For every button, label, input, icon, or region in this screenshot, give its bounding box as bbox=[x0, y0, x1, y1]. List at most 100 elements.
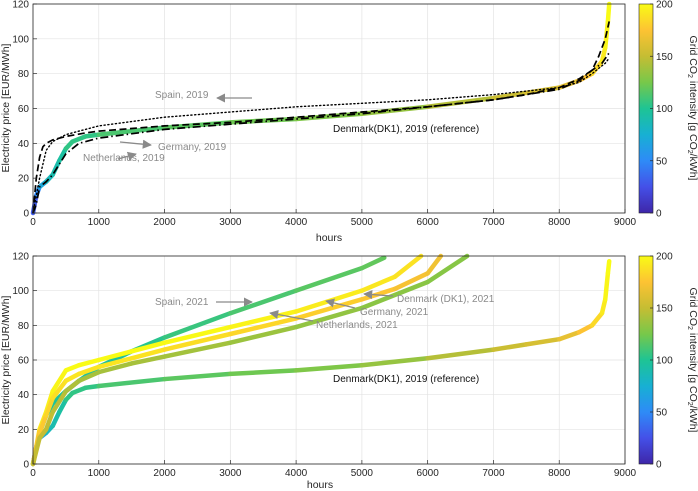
bottom-series-segment bbox=[50, 388, 69, 415]
top-series-germany-2019 bbox=[32, 21, 611, 214]
bottom-series-segment bbox=[96, 376, 167, 389]
bottom-annotation-netherlands: Netherlands, 2021 bbox=[316, 320, 398, 331]
bottom-y-tick-label: 0 bbox=[23, 460, 29, 471]
bottom-x-axis-label: hours bbox=[307, 479, 333, 491]
top-colorbar-tick-label: 150 bbox=[656, 52, 673, 63]
bottom-series-segment bbox=[63, 378, 82, 394]
top-colorbar-tick-label: 100 bbox=[656, 104, 673, 115]
bottom-y-ticks: 0 20 40 60 80 100 120 bbox=[12, 252, 37, 471]
top-y-tick-label: 100 bbox=[12, 34, 29, 45]
bottom-x-ticks: 0 1000 2000 3000 4000 5000 6000 7000 8000 9000 bbox=[30, 460, 637, 479]
top-annotation-netherlands: Netherlands, 2019 bbox=[83, 153, 165, 164]
top-series-line bbox=[32, 21, 611, 214]
top-series-segment bbox=[70, 134, 88, 144]
bottom-series-segment bbox=[392, 271, 430, 292]
top-x-tick-label: 9000 bbox=[614, 217, 637, 228]
bottom-x-tick-label: 0 bbox=[30, 468, 36, 479]
top-y-tick-label: 60 bbox=[18, 104, 30, 115]
bottom-annotation-spain: Spain, 2021 bbox=[155, 297, 209, 308]
bottom-x-tick-label: 9000 bbox=[614, 468, 637, 479]
bottom-annotation-denmark-2021-arrow bbox=[363, 290, 394, 300]
bottom-series-segment bbox=[37, 413, 49, 436]
bottom-series-segment bbox=[129, 354, 167, 366]
bottom-x-tick-label: 8000 bbox=[548, 468, 571, 479]
panel-bottom: 0 1000 2000 3000 4000 5000 6000 7000 8000 9000 02… bbox=[0, 252, 698, 491]
bottom-series-segment bbox=[96, 361, 134, 375]
bottom-series-segment bbox=[96, 356, 134, 370]
bottom-series-segment bbox=[556, 330, 582, 342]
top-series bbox=[30, 1, 612, 216]
top-colorbar-tick-label: 200 bbox=[656, 0, 673, 11]
top-annotation-germany: Germany, 2019 bbox=[158, 142, 227, 153]
top-x-ticks: 0 1000 2000 3000 4000 5000 6000 7000 8000 9000 bbox=[30, 209, 637, 228]
bottom-colorbar-tick-label: 100 bbox=[656, 356, 673, 367]
bottom-series-segment bbox=[30, 435, 42, 467]
bottom-series-segment bbox=[50, 409, 62, 429]
bottom-annotation-germany: Germany, 2021 bbox=[360, 307, 429, 318]
top-series-segment bbox=[491, 90, 529, 101]
top-annotation-spain: Spain, 2019 bbox=[155, 90, 209, 101]
bottom-series-segment bbox=[228, 368, 299, 377]
bottom-series-segment bbox=[162, 340, 233, 359]
bottom-series-segment bbox=[63, 362, 82, 373]
bottom-series-segment bbox=[50, 368, 69, 394]
bottom-series-segment bbox=[491, 342, 529, 352]
bottom-series-segment bbox=[43, 395, 55, 418]
bottom-series-segment bbox=[76, 357, 102, 368]
bottom-series-segment bbox=[425, 253, 444, 276]
bottom-annotation-denmark-reference: Denmark(DK1), 2019 (reference) bbox=[333, 374, 479, 385]
bottom-series-segment bbox=[293, 297, 365, 321]
bottom-series-segment bbox=[425, 253, 470, 285]
bottom-series-segment bbox=[76, 369, 102, 384]
top-x-tick-label: 1000 bbox=[88, 217, 111, 228]
bottom-series-segment bbox=[228, 316, 299, 337]
bottom-series-segment bbox=[228, 309, 299, 330]
bottom-colorbar-tick-label: 200 bbox=[656, 252, 673, 263]
bottom-series-segment bbox=[162, 324, 233, 345]
top-x-tick-label: 5000 bbox=[351, 217, 374, 228]
bottom-series-segment bbox=[524, 336, 562, 347]
bottom-series-segment bbox=[129, 340, 167, 354]
bottom-x-tick-label: 4000 bbox=[285, 468, 308, 479]
top-x-tick-label: 0 bbox=[30, 217, 36, 228]
top-y-tick-label: 40 bbox=[18, 139, 30, 150]
top-x-tick-label: 6000 bbox=[417, 217, 440, 228]
bottom-series-segment bbox=[162, 371, 233, 382]
top-y-ticks: 0 20 40 60 80 100 120 bbox=[12, 0, 37, 220]
top-series-segment bbox=[57, 146, 69, 163]
bottom-colorbar-tick-label: 150 bbox=[656, 304, 673, 315]
bottom-series-netherlands-2021 bbox=[30, 253, 470, 467]
top-x-axis-label: hours bbox=[316, 232, 342, 244]
top-series-segment bbox=[96, 125, 167, 137]
bottom-y-tick-label: 100 bbox=[12, 286, 29, 297]
bottom-series-segment bbox=[57, 397, 69, 415]
bottom-series-segment bbox=[605, 258, 612, 276]
bottom-series-segment bbox=[76, 364, 102, 377]
bottom-y-tick-label: 80 bbox=[18, 321, 30, 332]
top-x-tick-label: 8000 bbox=[548, 217, 571, 228]
bottom-y-tick-label: 120 bbox=[12, 252, 29, 263]
bottom-y-tick-label: 60 bbox=[18, 356, 30, 367]
top-annotation-netherlands-arrow bbox=[117, 151, 137, 161]
top-grid bbox=[32, 3, 626, 214]
bottom-series-segment bbox=[392, 253, 424, 280]
bottom-series-segment bbox=[359, 255, 387, 271]
top-series-spain-2019 bbox=[32, 57, 610, 214]
bottom-x-tick-label: 7000 bbox=[482, 468, 505, 479]
bottom-series-segment bbox=[293, 305, 365, 330]
bottom-series-segment bbox=[293, 265, 365, 293]
top-x-tick-label: 3000 bbox=[219, 217, 242, 228]
bottom-series-segment bbox=[228, 324, 299, 345]
top-series-segment bbox=[605, 1, 612, 24]
top-colorbar-tick-label: 50 bbox=[656, 156, 668, 167]
bottom-series-segment bbox=[43, 409, 55, 432]
bottom-x-tick-label: 1000 bbox=[88, 468, 111, 479]
top-annotation-denmark-reference: Denmark(DK1), 2019 (reference) bbox=[333, 124, 479, 135]
bottom-series-denmark-dk1-2019-reference bbox=[30, 258, 612, 467]
bottom-series-segment bbox=[603, 271, 611, 302]
bottom-series-segment bbox=[63, 371, 82, 384]
panel-top: 0 1000 2000 3000 4000 5000 6000 7000 8000 9000 02… bbox=[0, 0, 698, 244]
bottom-annotation-denmark-2021: Denmark (DK1), 2021 bbox=[397, 294, 495, 305]
bottom-series-segment bbox=[425, 347, 496, 361]
